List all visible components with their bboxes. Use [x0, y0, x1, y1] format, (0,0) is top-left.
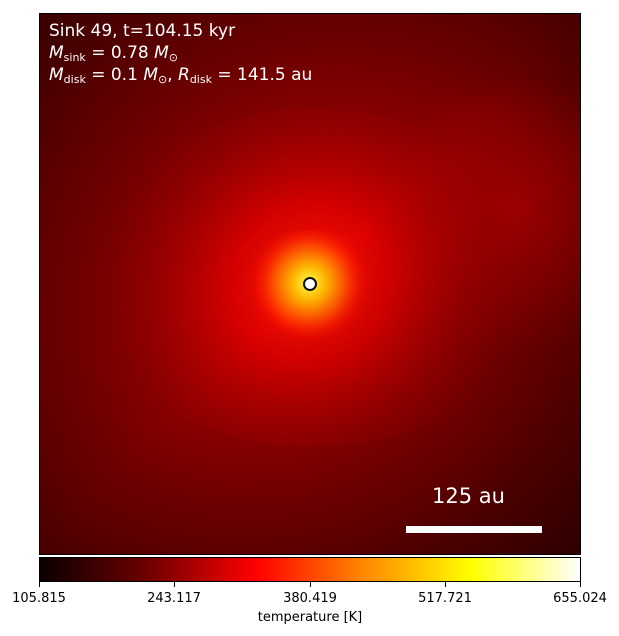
colorbar-tick-label: 380.419 — [283, 591, 337, 606]
sink-time-label: Sink 49, t=104.15 kyr — [49, 21, 236, 41]
colorbar-tick — [580, 582, 581, 587]
colorbar-tick-label: 655.024 — [553, 591, 607, 606]
disk-properties-label: Mdisk = 0.1 M⊙, Rdisk = 141.5 au — [49, 65, 313, 86]
colorbar-tick — [174, 582, 175, 587]
sink-particle-marker — [303, 277, 317, 291]
colorbar-tick — [310, 582, 311, 587]
colorbar-label: temperature [K] — [257, 610, 363, 625]
sink-mass-label: Msink = 0.78 M⊙ — [49, 43, 179, 64]
colorbar-tick-label: 243.117 — [147, 591, 201, 606]
temperature-map-panel: Sink 49, t=104.15 kyr Msink = 0.78 M⊙ Md… — [39, 13, 581, 555]
colorbar-tick — [445, 582, 446, 587]
colorbar-tick-label: 105.815 — [12, 591, 66, 606]
colorbar — [39, 557, 581, 582]
colorbar-tick-label: 517.721 — [418, 591, 472, 606]
scale-bar — [406, 526, 542, 533]
colorbar-tick — [39, 582, 40, 587]
scale-bar-label: 125 au — [432, 484, 505, 508]
